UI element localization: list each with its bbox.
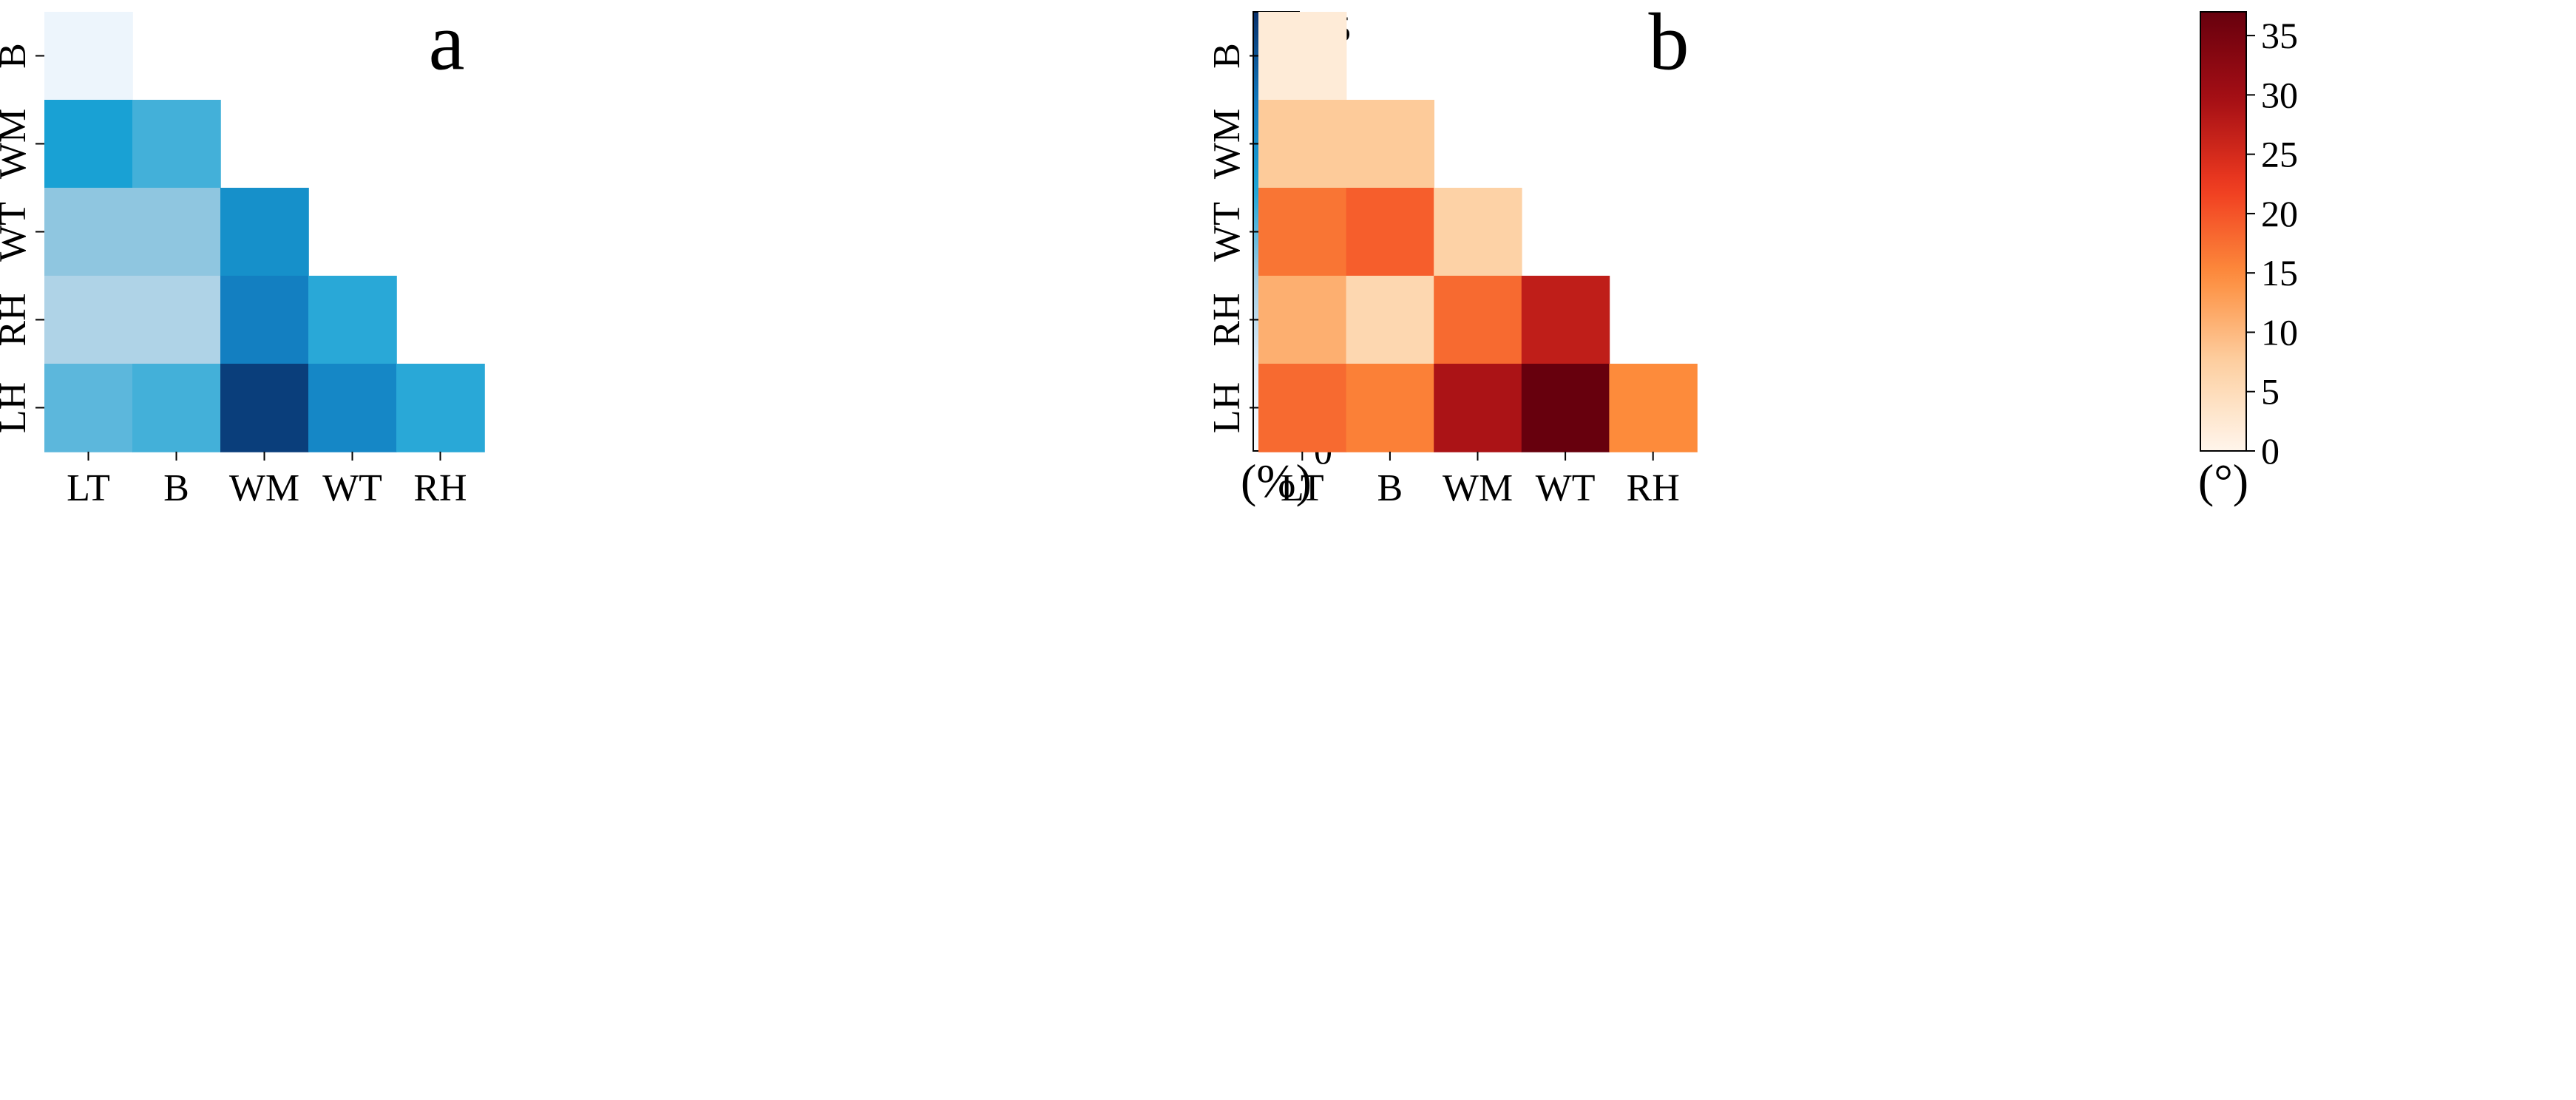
heatmap-cell-LH-B bbox=[1346, 364, 1434, 452]
y-tick-label-RH: RH bbox=[0, 293, 34, 346]
heatmap-cell-RH-WM bbox=[1434, 276, 1522, 364]
heatmap-cell-WT-B bbox=[1346, 188, 1434, 276]
colorbar-tick-label: 15 bbox=[2261, 252, 2298, 293]
heatmap-cell-WM-B bbox=[132, 100, 221, 189]
heatmap-panel-b: LT B WM WT RH B WM WT RH LH b 0 5 10 15 20 25 30 35 (°) bbox=[1206, 0, 2298, 509]
heatmap-cell-WM-LT bbox=[44, 100, 133, 189]
heatmap-cell-LH-WT bbox=[1521, 364, 1610, 452]
y-tick-label-WM: WM bbox=[1206, 109, 1248, 179]
heatmap-cell-WM-LT bbox=[1258, 100, 1347, 189]
heatmap-cell-B-LT bbox=[1258, 12, 1347, 101]
colorbar-tick-label: 10 bbox=[2261, 311, 2298, 353]
x-tick-label-B: B bbox=[1377, 467, 1403, 509]
heatmap-cell-WT-WM bbox=[220, 188, 309, 276]
colorbar bbox=[2200, 11, 2247, 452]
colorbar-unit-label: (%) bbox=[1241, 455, 1312, 507]
y-tick-label-B: B bbox=[0, 43, 34, 69]
heatmap-cell-WT-B bbox=[132, 188, 221, 276]
y-tick-label-WM: WM bbox=[0, 109, 34, 179]
heatmap-cell-LH-WT bbox=[308, 364, 397, 452]
x-tick-label-WT: WT bbox=[322, 467, 382, 509]
heatmap-cell-LH-WM bbox=[1434, 364, 1522, 452]
heatmap-cell-LH-B bbox=[132, 364, 221, 452]
colorbar-tick-label: 0 bbox=[2261, 430, 2280, 472]
colorbar-unit-label: (°) bbox=[2198, 455, 2248, 507]
colorbar-tick-label: 35 bbox=[2261, 15, 2298, 56]
y-tick-label-B: B bbox=[1206, 43, 1248, 69]
x-tick-label-WM: WM bbox=[1443, 467, 1513, 509]
x-tick-label-RH: RH bbox=[1627, 467, 1680, 509]
heatmap-cell-RH-WT bbox=[1521, 276, 1610, 364]
colorbar-tick-label: 5 bbox=[2261, 371, 2280, 412]
heatmap-cell-RH-LT bbox=[44, 276, 133, 364]
heatmap-cell-WT-LT bbox=[1258, 188, 1347, 276]
heatmap-cell-RH-B bbox=[132, 276, 221, 364]
heatmap-cell-B-LT bbox=[44, 12, 133, 101]
x-tick-label-WM: WM bbox=[229, 467, 299, 509]
x-tick-label-LT: LT bbox=[67, 467, 110, 509]
y-tick-label-RH: RH bbox=[1206, 293, 1248, 346]
colorbar-tick-label: 25 bbox=[2261, 134, 2298, 175]
heatmap-cell-WM-B bbox=[1346, 100, 1434, 189]
heatmap-cell-LH-RH bbox=[396, 364, 485, 452]
x-tick-label-B: B bbox=[163, 467, 189, 509]
heatmap-cell-LH-WM bbox=[220, 364, 309, 452]
x-tick-label-LT: LT bbox=[1281, 467, 1324, 509]
y-tick-label-WT: WT bbox=[1206, 202, 1248, 262]
x-tick-label-WT: WT bbox=[1536, 467, 1596, 509]
heatmap-cell-RH-WT bbox=[308, 276, 397, 364]
x-tick-label-RH: RH bbox=[413, 467, 467, 509]
heatmap-cell-RH-WM bbox=[220, 276, 309, 364]
colorbar-tick-label: 30 bbox=[2261, 74, 2298, 115]
panel-label: a bbox=[429, 0, 465, 86]
y-tick-label-LH: LH bbox=[1206, 382, 1248, 433]
heatmap-cell-LH-RH bbox=[1609, 364, 1698, 452]
y-tick-label-LH: LH bbox=[0, 382, 34, 433]
colorbar-tick-label: 20 bbox=[2261, 193, 2298, 234]
heatmap-cell-WT-LT bbox=[44, 188, 133, 276]
heatmap-cell-RH-B bbox=[1346, 276, 1434, 364]
heatmap-cell-WT-WM bbox=[1434, 188, 1522, 276]
heatmap-cell-RH-LT bbox=[1258, 276, 1347, 364]
panel-label: b bbox=[1649, 0, 1689, 86]
heatmap-cell-LH-LT bbox=[44, 364, 133, 452]
heatmap-panel-a: LTBWMWTRHBWMWTRHLHa0510152025(%) bbox=[0, 0, 1351, 509]
y-tick-label-WT: WT bbox=[0, 202, 34, 262]
heatmap-cell-LH-LT bbox=[1258, 364, 1347, 452]
